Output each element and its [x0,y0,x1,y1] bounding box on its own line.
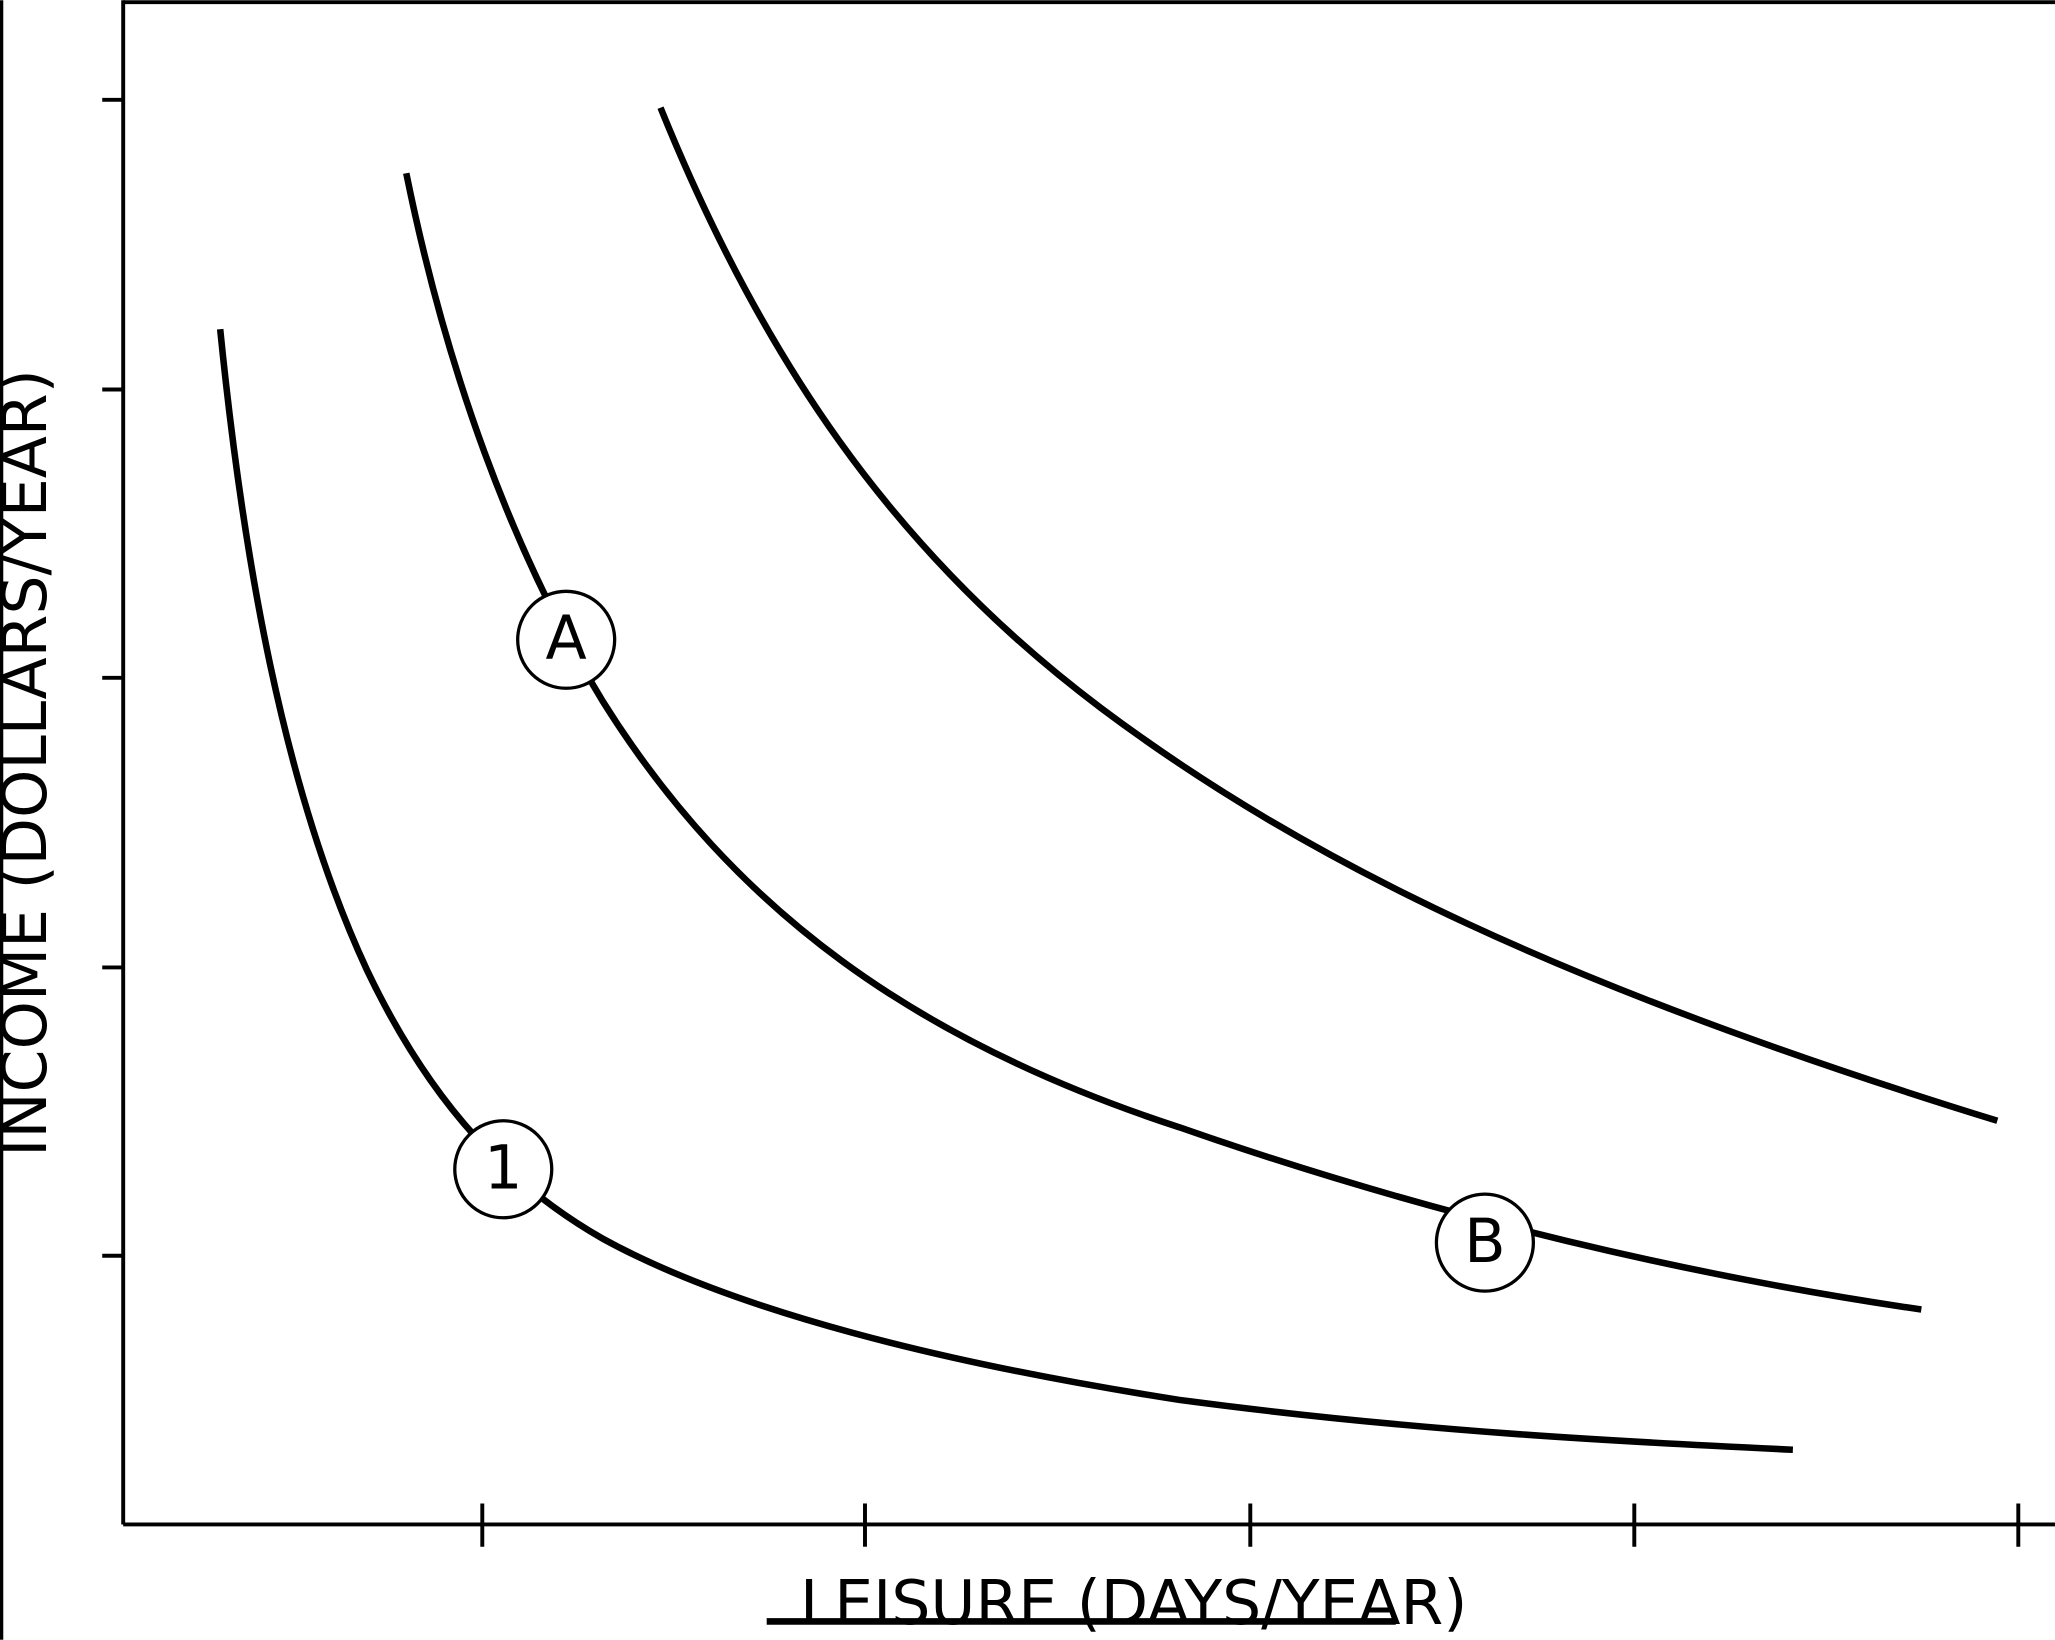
indifference-curve [216,328,1794,1454]
point-label: A [546,604,587,674]
indifference-curve [403,172,1922,1313]
point-marker: A [516,589,617,690]
marker-circle [1434,1192,1536,1293]
x-axis-label: LEISURE (DAYS/YEAR) [800,1567,1467,1639]
marker-circle [453,1119,554,1220]
point-label: B [1464,1207,1505,1277]
point-marker: B [1434,1192,1536,1293]
point-label: 1 [484,1133,522,1203]
indifference-curve [657,106,1999,1124]
y-ticks [102,97,124,1258]
point-marker: 1 [453,1119,554,1220]
y-axis-label: INCOME (DOLLARS/YEAR) [0,369,61,1156]
marker-circle [516,589,617,690]
x-ticks [480,1503,2021,1547]
